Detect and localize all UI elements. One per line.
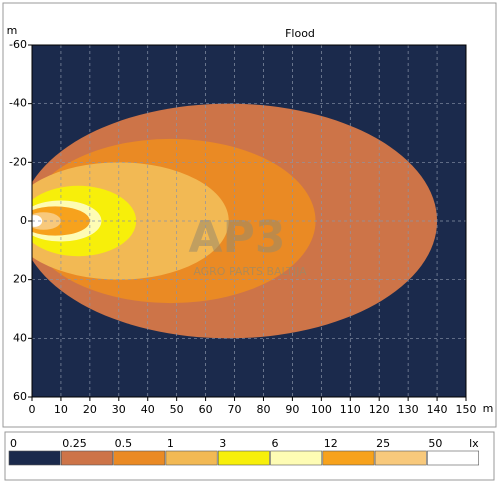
y-tick-label: 40 — [13, 331, 27, 344]
legend-unit: lx — [469, 437, 479, 450]
x-tick-label: 150 — [456, 403, 477, 416]
x-tick-label: 50 — [170, 403, 184, 416]
legend-swatch — [60, 450, 113, 466]
legend-swatch — [8, 450, 61, 466]
watermark-sub: AGRO PARTS BALTIJA — [193, 265, 307, 278]
plot-area: AP3 AGRO PARTS BALTIJA — [32, 45, 466, 397]
y-tick-label: -40 — [9, 97, 27, 110]
x-tick-label: 20 — [83, 403, 97, 416]
x-tick-label: 100 — [311, 403, 332, 416]
watermark: AP3 — [189, 212, 286, 263]
legend-swatch — [217, 450, 270, 466]
legend-label: 0.5 — [115, 437, 133, 450]
legend-label: 25 — [376, 437, 390, 450]
x-tick-label: 60 — [199, 403, 213, 416]
legend-label: 0.25 — [62, 437, 87, 450]
y-tick-label: 60 — [13, 390, 27, 403]
y-tick-label: 20 — [13, 273, 27, 286]
y-tick-label: 0 — [20, 214, 27, 227]
x-tick-label: 0 — [29, 403, 36, 416]
isolux-contour — [32, 215, 43, 227]
x-tick-label: 10 — [54, 403, 68, 416]
legend: 0 0.25 0.5 1 3 6 12 25 50 lx — [8, 437, 479, 466]
legend-label: 6 — [272, 437, 279, 450]
x-tick-label: 110 — [340, 403, 361, 416]
legend-label: 3 — [219, 437, 226, 450]
legend-swatch — [113, 450, 166, 466]
x-tick-label: 90 — [285, 403, 299, 416]
x-tick-label: 70 — [228, 403, 242, 416]
x-tick-label: 120 — [369, 403, 390, 416]
legend-swatch — [270, 450, 323, 466]
overlay: 0 10 20 30 40 50 60 70 80 90 100 110 120 130 140 150 -60… — [9, 38, 476, 416]
x-tick-label: 80 — [256, 403, 270, 416]
y-tick-label: -60 — [9, 38, 27, 51]
plot-frame — [31, 44, 467, 398]
legend-swatch — [374, 450, 427, 466]
x-tick-label: 130 — [398, 403, 419, 416]
legend-label: 12 — [324, 437, 338, 450]
legend-swatch — [165, 450, 218, 466]
x-unit: m — [483, 402, 494, 415]
x-tick-label: 40 — [141, 403, 155, 416]
legend-swatch — [427, 450, 479, 466]
chart-frame — [2, 2, 497, 428]
legend-label: 50 — [428, 437, 442, 450]
chart-title: Flood — [285, 27, 315, 40]
x-tick-label: 140 — [427, 403, 448, 416]
legend-label: 0 — [10, 437, 17, 450]
y-tick-label: -20 — [9, 155, 27, 168]
x-tick-label: 30 — [112, 403, 126, 416]
legend-swatch — [322, 450, 375, 466]
legend-frame — [4, 431, 495, 481]
legend-label: 1 — [167, 437, 174, 450]
y-unit: m — [7, 24, 18, 37]
